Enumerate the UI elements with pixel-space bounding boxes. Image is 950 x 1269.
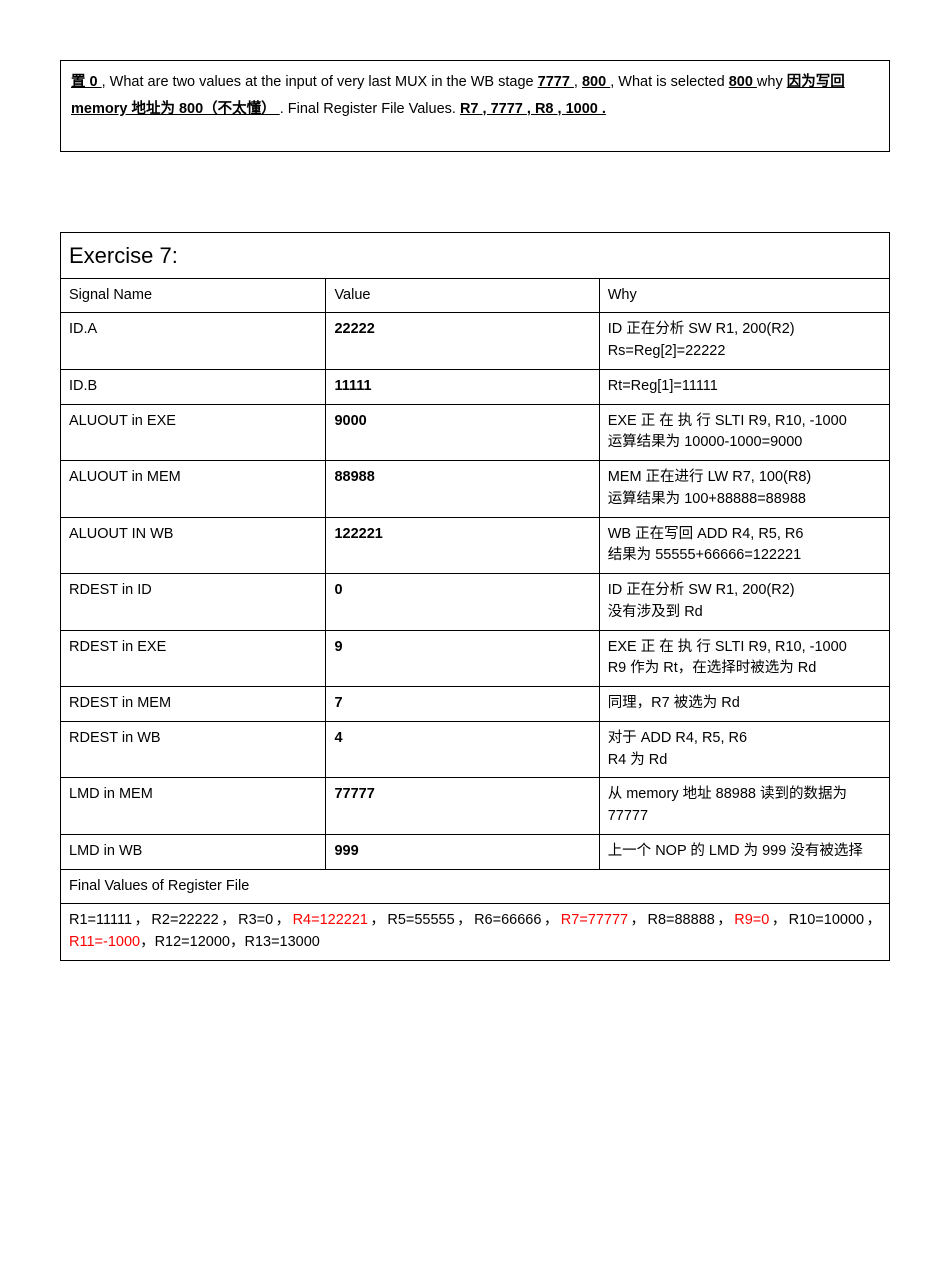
cell-why: Rt=Reg[1]=11111 (599, 369, 889, 404)
header-why: Why (599, 278, 889, 313)
cell-signal: LMD in WB (61, 834, 326, 869)
cell-signal: RDEST in MEM (61, 687, 326, 722)
fv-p3: ，R8=88888， (628, 912, 734, 928)
cell-why: EXE 正 在 执 行 SLTI R9, R10, -1000R9 作为 Rt，… (599, 630, 889, 687)
final-label-row: Final Values of Register File (61, 869, 889, 904)
exercise-table: Exercise 7: Signal Name Value Why ID.A22… (61, 233, 889, 960)
cell-value: 999 (326, 834, 599, 869)
cell-value: 122221 (326, 517, 599, 574)
top-seg-11: R7 (460, 101, 483, 117)
top-seg-1: 置 0 (71, 74, 102, 90)
fv-r7: R7=77777 (561, 912, 628, 928)
cell-value: 4 (326, 721, 599, 778)
top-seg-16: , (558, 101, 566, 117)
cell-signal: RDEST in ID (61, 574, 326, 631)
exercise-box: Exercise 7: Signal Name Value Why ID.A22… (60, 232, 890, 961)
fv-r9: R9=0 (734, 912, 769, 928)
table-row: RDEST in EXE9EXE 正 在 执 行 SLTI R9, R10, -… (61, 630, 889, 687)
fv-r4: R4=122221 (293, 912, 368, 928)
cell-value: 77777 (326, 778, 599, 835)
cell-value: 9000 (326, 404, 599, 461)
final-label: Final Values of Register File (61, 869, 889, 904)
fv-p2: ，R5=55555，R6=66666， (368, 912, 561, 928)
fv-p1: R1=11111，R2=22222，R3=0， (69, 912, 293, 928)
top-seg-13: 7777 (491, 101, 527, 117)
cell-why: 同理，R7 被选为 Rd (599, 687, 889, 722)
cell-why: 从 memory 地址 88988 读到的数据为 77777 (599, 778, 889, 835)
cell-why: 上一个 NOP 的 LMD 为 999 没有被选择 (599, 834, 889, 869)
cell-signal: RDEST in WB (61, 721, 326, 778)
table-row: ALUOUT IN WB122221WB 正在写回 ADD R4, R5, R6… (61, 517, 889, 574)
table-row: ALUOUT in EXE9000EXE 正 在 执 行 SLTI R9, R1… (61, 404, 889, 461)
top-seg-3: 7777 (538, 74, 574, 90)
cell-value: 9 (326, 630, 599, 687)
top-seg-7: 800 (729, 74, 757, 90)
cell-signal: ID.A (61, 313, 326, 370)
cell-value: 7 (326, 687, 599, 722)
table-row: RDEST in ID0ID 正在分析 SW R1, 200(R2)没有涉及到 … (61, 574, 889, 631)
table-row: RDEST in MEM7同理，R7 被选为 Rd (61, 687, 889, 722)
cell-value: 88988 (326, 461, 599, 518)
table-row: LMD in WB999上一个 NOP 的 LMD 为 999 没有被选择 (61, 834, 889, 869)
cell-signal: ID.B (61, 369, 326, 404)
header-value: Value (326, 278, 599, 313)
cell-why: 对于 ADD R4, R5, R6R4 为 Rd (599, 721, 889, 778)
top-seg-8: why (757, 74, 787, 90)
cell-why: WB 正在写回 ADD R4, R5, R6结果为 55555+66666=12… (599, 517, 889, 574)
fv-r11: R11=-1000 (69, 934, 140, 950)
top-seg-6: , What is selected (610, 74, 728, 90)
table-row: ID.A22222ID 正在分析 SW R1, 200(R2)Rs=Reg[2]… (61, 313, 889, 370)
table-row: ALUOUT in MEM88988MEM 正在进行 LW R7, 100(R8… (61, 461, 889, 518)
table-row: RDEST in WB4对于 ADD R4, R5, R6R4 为 Rd (61, 721, 889, 778)
cell-why: ID 正在分析 SW R1, 200(R2)没有涉及到 Rd (599, 574, 889, 631)
cell-value: 11111 (326, 369, 599, 404)
cell-signal: ALUOUT IN WB (61, 517, 326, 574)
cell-why: ID 正在分析 SW R1, 200(R2)Rs=Reg[2]=22222 (599, 313, 889, 370)
top-seg-14: , (527, 101, 535, 117)
top-seg-4: , (574, 74, 582, 90)
cell-why: EXE 正 在 执 行 SLTI R9, R10, -1000运算结果为 100… (599, 404, 889, 461)
top-seg-2: , What are two values at the input of ve… (102, 74, 538, 90)
table-header-row: Signal Name Value Why (61, 278, 889, 313)
cell-why: MEM 正在进行 LW R7, 100(R8)运算结果为 100+88888=8… (599, 461, 889, 518)
cell-signal: LMD in MEM (61, 778, 326, 835)
table-row: ID.B11111Rt=Reg[1]=11111 (61, 369, 889, 404)
cell-value: 0 (326, 574, 599, 631)
cell-signal: ALUOUT in MEM (61, 461, 326, 518)
final-values-row: R1=11111，R2=22222，R3=0，R4=122221，R5=5555… (61, 904, 889, 960)
cell-signal: RDEST in EXE (61, 630, 326, 687)
fv-p4: ，R10=10000， (769, 912, 881, 928)
top-seg-17: 1000 . (566, 101, 606, 117)
table-row: LMD in MEM77777从 memory 地址 88988 读到的数据为 … (61, 778, 889, 835)
top-seg-15: R8 (535, 101, 558, 117)
top-seg-5: 800 (582, 74, 610, 90)
fv-p5: ，R12=12000，R13=13000 (140, 934, 320, 950)
cell-value: 22222 (326, 313, 599, 370)
top-seg-10: . Final Register File Values. (280, 101, 460, 117)
cell-signal: ALUOUT in EXE (61, 404, 326, 461)
top-paragraph-box: 置 0 , What are two values at the input o… (60, 60, 890, 152)
top-seg-12: , (483, 101, 491, 117)
header-signal: Signal Name (61, 278, 326, 313)
exercise-title: Exercise 7: (69, 243, 178, 268)
